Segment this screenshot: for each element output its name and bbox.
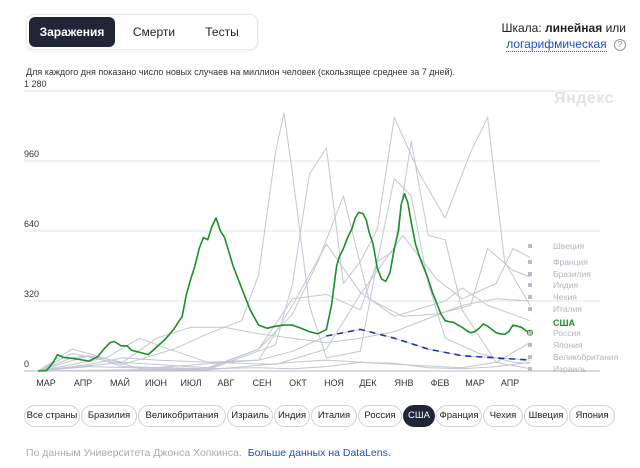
russia-dashed-overlay [326,328,531,361]
series-label: Великобритания [553,352,619,362]
series-label: Япония [553,340,583,350]
country-chip[interactable]: Все страны [24,405,80,427]
series-label: Израиль [553,364,587,374]
series-line [37,361,531,372]
scale-current: линейная [545,21,603,35]
country-chip[interactable]: США [403,405,435,427]
series-end-marker [528,355,532,359]
cases-chart: 0 320 640 960 1 280 МАР АПР МАЙ ИЮН ИЮЛ АВГ СЕН ОКТ Н… [24,79,619,388]
series-label: Италия [553,304,582,314]
datalens-link[interactable]: Больше данных на DataLens. [247,447,391,459]
series-end-marker [528,260,532,264]
x-tick-label: ИЮЛ [180,378,201,388]
footer: По данным Университета Джонса Хопкинса. Б… [26,447,391,459]
tab-tests[interactable]: Тесты [205,25,239,39]
series-line [37,112,531,372]
series-line [37,178,531,372]
x-tick-label: НОЯ [324,378,344,388]
series-line [37,195,531,372]
country-chip[interactable]: Бразилия [81,405,137,427]
axes: 0 320 640 960 1 280 МАР АПР МАЙ ИЮН ИЮЛ АВГ СЕН ОКТ Н… [24,79,519,388]
x-tick-label: АВГ [218,378,235,388]
series-end-marker [528,307,532,311]
country-chip[interactable]: Израиль [227,405,273,427]
country-chip[interactable]: Япония [569,405,615,427]
series-line [37,234,531,372]
x-tick-label: СЕН [252,378,271,388]
series-end-marker [528,367,532,371]
help-icon[interactable]: ? [614,38,626,51]
x-tick-label: АПР [501,378,519,388]
series-label: Франция [553,257,588,267]
chart-description: Для каждого дня показано число новых слу… [26,67,455,77]
tab-deaths[interactable]: Смерти [132,25,176,39]
series-end-marker [528,331,532,335]
yandex-watermark: Яндекс [554,90,614,107]
x-tick-label: ДЕК [359,378,377,388]
series-line [37,243,531,372]
series-label: Бразилия [553,269,591,279]
tab-infections[interactable]: Заражения [29,17,115,47]
series-label: Индия [553,280,579,290]
y-tick-label: 320 [24,289,39,299]
country-chip[interactable]: Швеция [524,405,568,427]
metric-tabs: Заражения Смерти Тесты [26,14,258,50]
series-end-marker [528,272,532,276]
x-tick-label: МАР [465,378,485,388]
series-label: Швеция [553,241,585,251]
country-chip[interactable]: Франция [436,405,482,427]
country-chip[interactable]: Великобритания [138,405,226,427]
x-tick-label: МАЙ [110,377,130,388]
country-chip[interactable]: Чехия [483,405,523,427]
scale-prefix: Шкала: [501,21,542,35]
series-line [37,298,531,372]
x-tick-label: МАР [36,378,56,388]
series-end-marker [528,343,532,347]
x-tick-label: ФЕВ [431,378,450,388]
us-label: США [553,318,576,328]
y-tick-label: 1 280 [24,79,47,89]
x-tick-label: ЯНВ [394,378,413,388]
y-tick-label: 960 [24,149,39,159]
scale-or: или [605,21,626,35]
x-tick-label: ИЮН [145,378,167,388]
scale-switch: Шкала: линейная или логарифмическая ? [501,20,626,52]
scale-log-link[interactable]: логарифмическая [506,37,607,52]
country-chip[interactable]: Россия [358,405,402,427]
us-line [37,193,531,372]
series-end-marker [528,295,532,299]
series-label: Чехия [553,292,577,302]
country-chip[interactable]: Италия [311,405,357,427]
country-chip[interactable]: Индия [274,405,310,427]
x-tick-label: АПР [74,378,92,388]
grid [24,90,600,372]
x-tick-label: ОКТ [289,378,307,388]
y-tick-label: 0 [24,359,29,369]
series-end-marker [528,283,532,287]
series-line [37,116,531,372]
series-label: Россия [553,328,581,338]
source-note: По данным Университета Джонса Хопкинса. [26,447,242,459]
series-end-marker [528,244,532,248]
y-tick-label: 640 [24,219,39,229]
series-line [37,328,531,372]
other-countries-lines [37,112,531,372]
